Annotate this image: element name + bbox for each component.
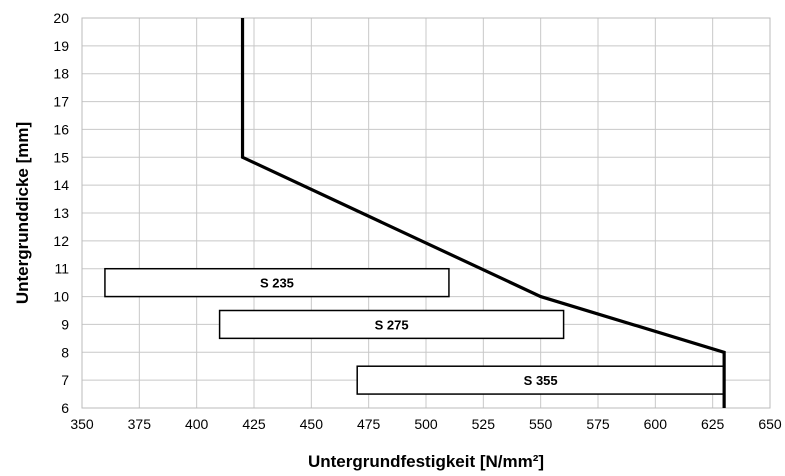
range-bar bbox=[104, 267, 450, 298]
range-bar-label: S 235 bbox=[260, 276, 294, 291]
steel-grade-bars: S 235 S 275 S 355 bbox=[104, 267, 725, 395]
y-axis-title: Untergrunddicke [mm] bbox=[13, 122, 32, 304]
y-tick-label: 19 bbox=[53, 38, 69, 54]
range-bar-label: S 355 bbox=[524, 373, 558, 388]
series-line bbox=[240, 18, 726, 408]
x-tick-label: 550 bbox=[529, 416, 553, 432]
x-tick-label: 600 bbox=[644, 416, 668, 432]
y-tick-label: 18 bbox=[53, 66, 69, 82]
plot-area bbox=[81, 17, 771, 409]
range-bar-label: S 275 bbox=[375, 317, 409, 332]
x-tick-label: 525 bbox=[472, 416, 496, 432]
x-tick-label: 425 bbox=[242, 416, 266, 432]
y-tick-label: 7 bbox=[61, 372, 69, 388]
y-tick-label: 20 bbox=[53, 10, 69, 26]
y-tick-label: 9 bbox=[61, 316, 69, 332]
x-tick-label: 500 bbox=[414, 416, 438, 432]
x-tick-label: 450 bbox=[300, 416, 324, 432]
x-tick-label: 475 bbox=[357, 416, 381, 432]
y-tick-label: 11 bbox=[54, 261, 69, 277]
x-tick-label: 575 bbox=[586, 416, 610, 432]
x-tick-label: 625 bbox=[701, 416, 725, 432]
x-axis-title: Untergrundfestigkeit [N/mm²] bbox=[308, 452, 544, 471]
y-tick-label: 15 bbox=[53, 149, 69, 165]
y-tick-label: 8 bbox=[61, 344, 69, 360]
y-tick-label: 13 bbox=[53, 205, 69, 221]
series bbox=[240, 18, 726, 408]
y-tick-label: 10 bbox=[53, 289, 69, 305]
y-tick-label: 14 bbox=[53, 177, 69, 193]
y-tick-label: 17 bbox=[53, 94, 69, 110]
range-bar bbox=[218, 309, 565, 340]
y-tick-label: 16 bbox=[53, 121, 69, 137]
grid bbox=[81, 17, 771, 409]
x-tick-label: 650 bbox=[758, 416, 782, 432]
y-tick-label: 6 bbox=[61, 400, 69, 416]
x-tick-label: 375 bbox=[128, 416, 152, 432]
range-bar bbox=[356, 365, 725, 395]
y-tick-label: 12 bbox=[53, 233, 69, 249]
y-axis-ticks: 6 7 8 9 10 11 12 13 14 15 16 17 18 19 20 bbox=[53, 10, 69, 416]
x-axis-ticks: 350 375 400 425 450 475 500 525 550 575 600 625 650 bbox=[70, 416, 782, 432]
x-tick-label: 400 bbox=[185, 416, 209, 432]
x-tick-label: 350 bbox=[70, 416, 94, 432]
